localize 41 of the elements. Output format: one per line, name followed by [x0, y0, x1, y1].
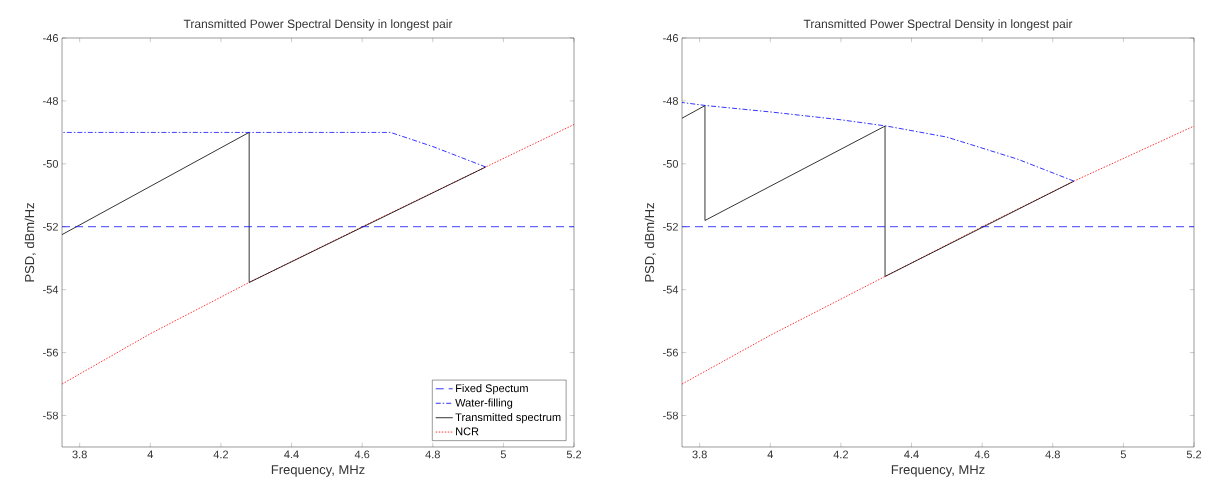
chart-title: Transmitted Power Spectral Density in longest pair — [803, 19, 1073, 31]
y-tick-label: -50 — [663, 159, 679, 168]
x-tick-label: 4.4 — [284, 450, 299, 459]
x-axis-title: Frequency, MHz — [271, 465, 365, 477]
x-tick-label: 4 — [147, 450, 154, 459]
y-tick-label: -54 — [43, 285, 59, 294]
y-tick-label: -58 — [663, 411, 678, 420]
y-tick-label: -50 — [43, 159, 59, 168]
x-tick-label: 4.6 — [974, 450, 990, 459]
legend-label: Water-filling — [455, 398, 513, 409]
y-tick-label: -52 — [43, 222, 58, 231]
legend-label: NCR — [456, 427, 479, 436]
y-tick-label: -58 — [43, 411, 58, 420]
y-tick-label: -56 — [663, 348, 678, 357]
y-tick-label: -48 — [43, 97, 58, 105]
y-tick-label: -46 — [43, 34, 58, 42]
y-tick-label: -46 — [663, 34, 678, 42]
x-tick-label: 5.2 — [566, 450, 582, 459]
line-series — [62, 124, 575, 385]
x-tick-label: 4 — [767, 450, 774, 459]
x-tick-label: 5 — [1120, 450, 1126, 459]
y-tick-label: -56 — [43, 348, 58, 357]
x-tick-label: 5.2 — [1186, 450, 1202, 459]
legend-label: Fixed Spectum — [456, 384, 528, 395]
y-axis-title: PSD, dBm/Hz — [24, 203, 36, 282]
y-tick-label: -48 — [663, 97, 678, 105]
x-axis-title: Frequency, MHz — [891, 465, 985, 477]
x-tick-label: 4.6 — [354, 450, 370, 459]
y-tick-label: -54 — [663, 285, 679, 294]
legend-label: Transmitted spectrum — [455, 413, 561, 424]
x-tick-label: 4.8 — [1045, 450, 1060, 459]
x-tick-label: 3.8 — [72, 450, 87, 459]
x-tick-label: 4.8 — [425, 450, 440, 459]
x-tick-label: 3.8 — [692, 450, 707, 459]
x-tick-label: 4.4 — [904, 450, 919, 459]
x-tick-label: 5 — [500, 450, 506, 459]
y-tick-label: -52 — [663, 222, 678, 231]
x-tick-label: 4.2 — [213, 450, 229, 459]
y-axis-title: PSD, dBm/Hz — [644, 203, 656, 282]
x-tick-label: 4.2 — [833, 450, 848, 459]
chart-title: Transmitted Power Spectral Density in longest pair — [183, 19, 453, 31]
